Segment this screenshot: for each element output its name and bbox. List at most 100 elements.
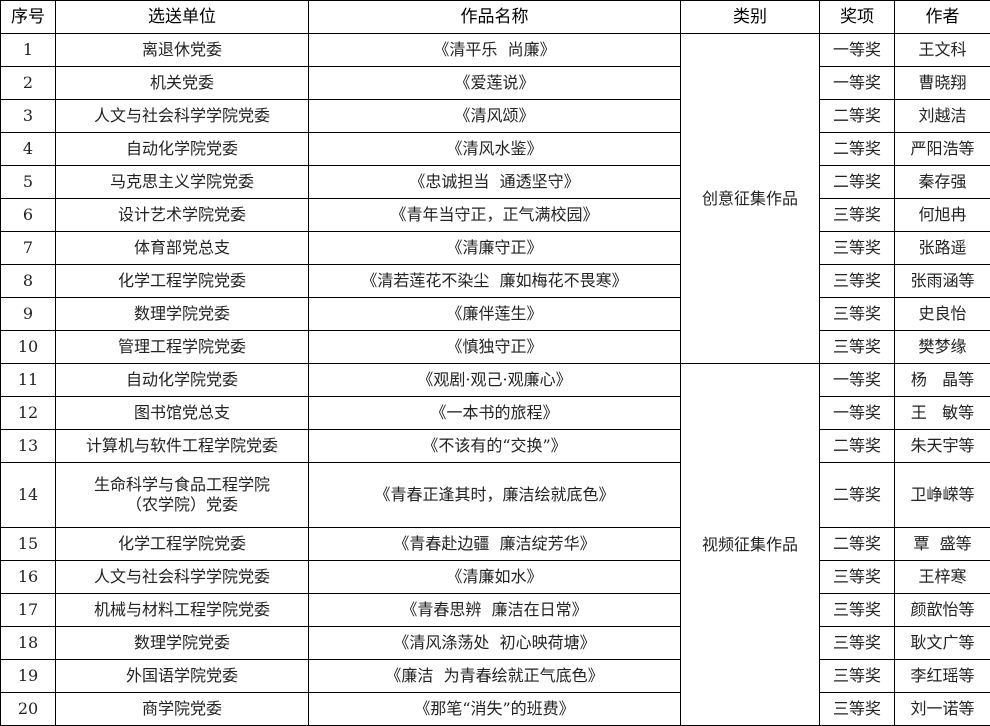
- row-no: 10: [0, 330, 56, 364]
- row-author: 曹晓翔: [894, 66, 990, 100]
- row-award: 一等奖: [819, 396, 895, 430]
- row-work: 《清廉守正》: [308, 231, 681, 265]
- table-row: 12 图书馆党总支 《一本书的旅程》 一等奖王 敏等: [0, 396, 990, 430]
- category-cell: 创意征集作品: [680, 33, 820, 364]
- row-unit: 人文与社会科学学院党委: [55, 99, 309, 133]
- row-unit: 自动化学院党委: [55, 363, 309, 397]
- row-work: 《不该有的“交换”》: [308, 429, 681, 463]
- row-no: 5: [0, 165, 56, 199]
- table-row: 4 自动化学院党委 《清风水鉴》 二等奖 严阳浩等: [0, 132, 990, 166]
- row-award: 三等奖: [819, 198, 895, 232]
- row-unit: 设计艺术学院党委: [55, 198, 309, 232]
- header-row: 序号 选送单位 作品名称 类别 奖项 作者: [0, 0, 990, 34]
- table-row: 5 马克思主义学院党委 《忠诚担当 通透坚守》 二等奖 秦存强: [0, 165, 990, 199]
- row-author: 樊梦缘: [894, 330, 990, 364]
- row-author: 张雨涵等: [894, 264, 990, 298]
- row-work: 《青春思辨 廉洁在日常》: [308, 593, 681, 627]
- row-work: 《清风水鉴》: [308, 132, 681, 166]
- row-author: 王梓寒: [894, 560, 990, 594]
- row-author: 秦存强: [894, 165, 990, 199]
- category-cell: 视频征集作品: [680, 363, 820, 726]
- row-work: 《观剧·观己·观廉心》: [308, 363, 681, 397]
- row-unit: 离退休党委: [55, 33, 309, 67]
- row-unit: 商学院党委: [55, 692, 309, 726]
- table-row: 18 数理学院党委 《清风涤荡处 初心映荷塘》 三等奖 耿文广等: [0, 626, 990, 660]
- row-award: 二等奖: [819, 527, 895, 561]
- row-author: 史良怡: [894, 297, 990, 331]
- row-award: 三等奖: [819, 593, 895, 627]
- row-award: 二等奖: [819, 462, 895, 528]
- row-unit: 化学工程学院党委: [55, 264, 309, 298]
- row-award: 三等奖: [819, 264, 895, 298]
- row-author: 何旭冉: [894, 198, 990, 232]
- row-work: 《清风颂》: [308, 99, 681, 133]
- header-author: 作者: [894, 0, 990, 34]
- row-work: 《青春正逢其时，廉洁绘就底色》: [308, 462, 681, 528]
- row-no: 16: [0, 560, 56, 594]
- row-award: 三等奖: [819, 626, 895, 660]
- row-author: 刘一诺等: [894, 692, 990, 726]
- row-work: 《清风涤荡处 初心映荷塘》: [308, 626, 681, 660]
- row-unit: 数理学院党委: [55, 626, 309, 660]
- row-award: 一等奖: [819, 66, 895, 100]
- row-award: 三等奖: [819, 692, 895, 726]
- row-unit: 化学工程学院党委: [55, 527, 309, 561]
- table-row: 13 计算机与软件工程学院党委 《不该有的“交换”》 二等奖 朱天宇等: [0, 429, 990, 463]
- row-unit: 图书馆党总支: [55, 396, 309, 430]
- row-work: 《那笔“消失”的班费》: [308, 692, 681, 726]
- row-no: 8: [0, 264, 56, 298]
- table-row: 7 体育部党总支 《清廉守正》 三等奖 张路遥: [0, 231, 990, 265]
- row-award: 三等奖: [819, 297, 895, 331]
- row-unit: 人文与社会科学学院党委: [55, 560, 309, 594]
- row-award: 二等奖: [819, 99, 895, 133]
- row-author: 张路遥: [894, 231, 990, 265]
- table-row: 14 生命科学与食品工程学院 （农学院）党委 《青春正逢其时，廉洁绘就底色》 二等奖卫…: [0, 462, 990, 528]
- row-no: 6: [0, 198, 56, 232]
- row-unit: 数理学院党委: [55, 297, 309, 331]
- table-row: 2 机关党委 《爱莲说》 一等奖 曹晓翔: [0, 66, 990, 100]
- row-no: 2: [0, 66, 56, 100]
- row-award: 一等奖: [819, 363, 895, 397]
- row-no: 9: [0, 297, 56, 331]
- row-author: 王文科: [894, 33, 990, 67]
- row-no: 12: [0, 396, 56, 430]
- row-author: 覃 盛等: [894, 527, 990, 561]
- row-work: 《一本书的旅程》: [308, 396, 681, 430]
- row-unit: 外国语学院党委: [55, 659, 309, 693]
- row-award: 三等奖: [819, 330, 895, 364]
- row-no: 17: [0, 593, 56, 627]
- row-unit: 计算机与软件工程学院党委: [55, 429, 309, 463]
- row-no: 19: [0, 659, 56, 693]
- row-no: 3: [0, 99, 56, 133]
- row-author: 刘越洁: [894, 99, 990, 133]
- table-row: 15 化学工程学院党委 《青春赴边疆 廉洁绽芳华》 二等奖覃 盛等: [0, 527, 990, 561]
- row-author: 杨 晶等: [894, 363, 990, 397]
- row-award: 二等奖: [819, 429, 895, 463]
- row-award: 三等奖: [819, 560, 895, 594]
- header-category: 类别: [680, 0, 820, 34]
- header-unit: 选送单位: [55, 0, 309, 34]
- row-award: 三等奖: [819, 231, 895, 265]
- row-unit: 体育部党总支: [55, 231, 309, 265]
- table-body: 1 离退休党委 《清平乐 尚廉》 创意征集作品 一等奖 王文科 2 机关党委 《爱莲说》 一等奖曹…: [0, 33, 990, 726]
- row-no: 20: [0, 692, 56, 726]
- table-row: 19 外国语学院党委 《廉洁 为青春绘就正气底色》 三等奖 李红瑶等: [0, 659, 990, 693]
- header-award: 奖项: [819, 0, 895, 34]
- row-author: 朱天宇等: [894, 429, 990, 463]
- row-unit: 自动化学院党委: [55, 132, 309, 166]
- row-unit: 机关党委: [55, 66, 309, 100]
- row-work: 《廉洁 为青春绘就正气底色》: [308, 659, 681, 693]
- row-unit: 机械与材料工程学院党委: [55, 593, 309, 627]
- row-author: 卫峥嵘等: [894, 462, 990, 528]
- table-row: 16 人文与社会科学学院党委 《清廉如水》 三等奖 王梓寒: [0, 560, 990, 594]
- row-unit: 管理工程学院党委: [55, 330, 309, 364]
- row-award: 二等奖: [819, 165, 895, 199]
- row-work: 《清平乐 尚廉》: [308, 33, 681, 67]
- row-no: 13: [0, 429, 56, 463]
- table-row: 3 人文与社会科学学院党委 《清风颂》 二等奖 刘越洁: [0, 99, 990, 133]
- row-no: 1: [0, 33, 56, 67]
- row-work: 《廉伴莲生》: [308, 297, 681, 331]
- row-no: 7: [0, 231, 56, 265]
- row-work: 《青年当守正，正气满校园》: [308, 198, 681, 232]
- row-no: 4: [0, 132, 56, 166]
